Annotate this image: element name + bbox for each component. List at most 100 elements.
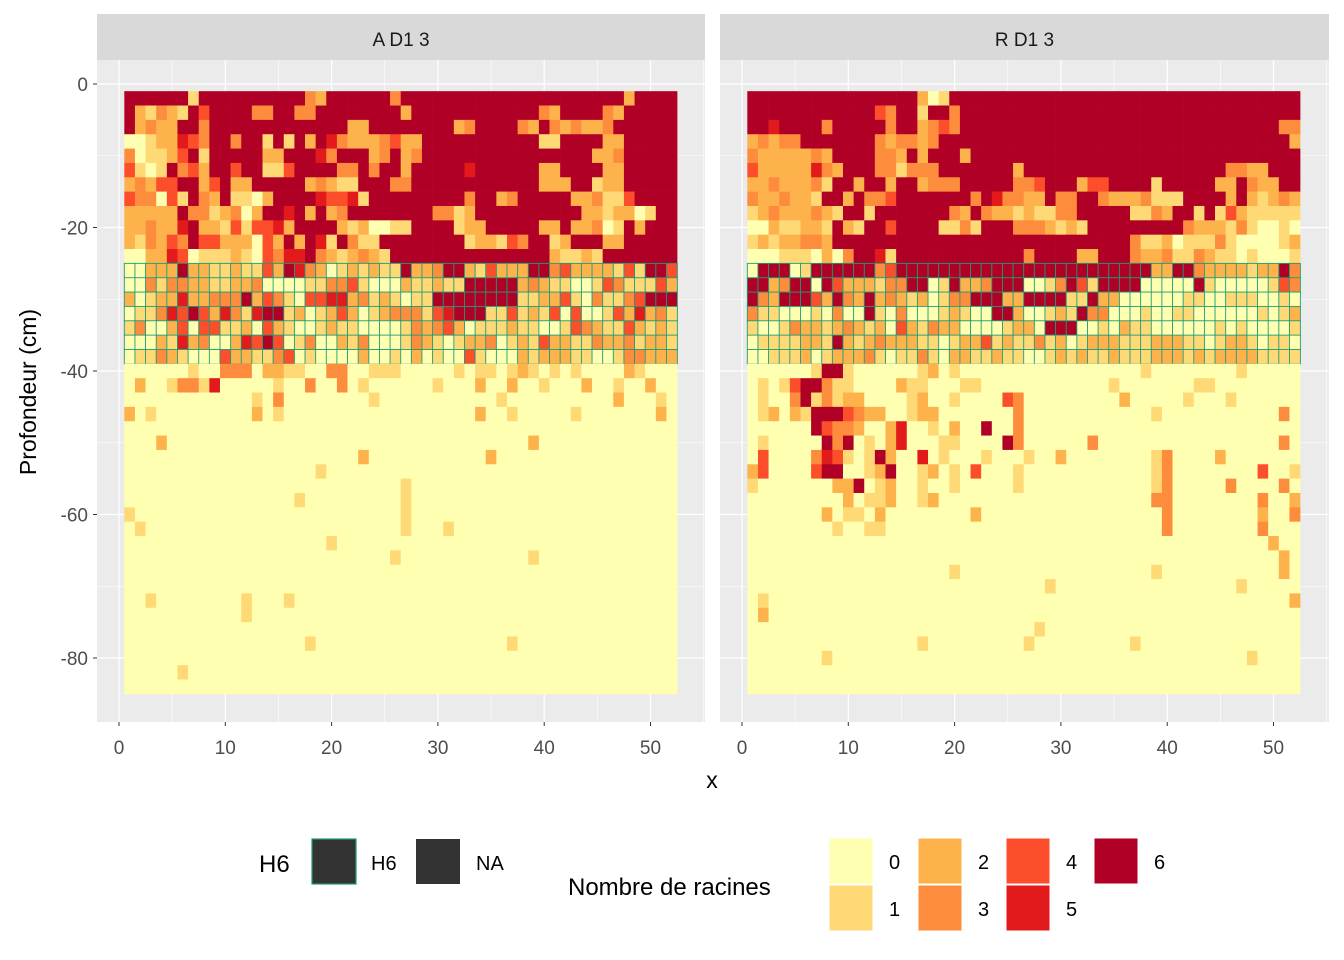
heatmap-cell (124, 492, 136, 508)
heatmap-cell (821, 392, 833, 408)
heatmap-cell (1225, 665, 1237, 680)
heatmap-cell (821, 378, 833, 393)
heatmap-cell (1278, 262, 1291, 279)
heatmap-cell (1023, 249, 1035, 264)
heatmap-cell (1289, 378, 1301, 393)
heatmap-cell (283, 579, 295, 594)
heatmap-cell (336, 579, 348, 594)
heatmap-cell (538, 421, 550, 436)
heatmap-cell (560, 564, 572, 580)
heatmap-cell (453, 550, 465, 566)
heatmap-cell (1034, 421, 1046, 436)
heatmap-cell (634, 349, 646, 365)
heatmap-cell (1002, 205, 1014, 221)
heatmap-cell (896, 378, 908, 393)
heatmap-cell (241, 607, 253, 623)
heatmap-cell (602, 521, 614, 537)
heatmap-cell (219, 564, 231, 580)
heatmap-cell (326, 91, 338, 106)
heatmap-cell (655, 134, 667, 149)
heatmap-cell (283, 536, 295, 551)
heatmap-cell (432, 435, 444, 451)
heatmap-cell (1151, 205, 1163, 221)
heatmap-cell (305, 679, 316, 695)
heatmap-cell (549, 636, 561, 652)
heatmap-cell (1172, 91, 1184, 106)
heatmap-cell (634, 234, 646, 250)
heatmap-cell (156, 220, 168, 235)
heatmap-cell (938, 650, 950, 666)
heatmap-cell (230, 291, 242, 308)
heatmap-cell (1268, 650, 1280, 666)
heatmap-cell (379, 406, 391, 422)
heatmap-cell (991, 665, 1003, 680)
heatmap-cell (1236, 521, 1248, 537)
heatmap-cell (1140, 650, 1152, 666)
heatmap-cell (789, 607, 801, 623)
heatmap-cell (219, 349, 232, 365)
heatmap-cell (1044, 119, 1056, 135)
heatmap-cell (938, 550, 950, 566)
heatmap-cell (528, 220, 540, 235)
heatmap-cell (896, 119, 908, 135)
heatmap-cell (853, 363, 865, 379)
heatmap-cell (842, 636, 854, 652)
heatmap-cell (230, 148, 242, 164)
heatmap-cell (1225, 134, 1237, 149)
heatmap-cell (623, 435, 635, 451)
heatmap-cell (166, 305, 179, 322)
heatmap-cell (842, 162, 854, 178)
heatmap-cell (453, 249, 465, 264)
heatmap-cell (1076, 478, 1088, 494)
heatmap-cell (1033, 349, 1046, 365)
heatmap-cell (1268, 665, 1280, 680)
heatmap-cell (443, 550, 455, 566)
heatmap-cell (262, 162, 274, 178)
heatmap-cell (283, 162, 295, 178)
heatmap-cell (549, 435, 561, 451)
heatmap-cell (166, 320, 179, 336)
heatmap-cell (219, 464, 231, 479)
heatmap-cell (613, 622, 625, 637)
heatmap-cell (156, 449, 168, 465)
heatmap-cell (304, 334, 317, 351)
heatmap-cell (528, 105, 540, 121)
heatmap-cell (315, 492, 327, 508)
heatmap-cell (623, 579, 635, 594)
heatmap-cell (1236, 392, 1248, 408)
heatmap-cell (273, 191, 285, 207)
heatmap-cell (134, 650, 146, 666)
heatmap-cell (757, 464, 769, 479)
heatmap-cell (315, 378, 327, 393)
heatmap-cell (938, 392, 950, 408)
heatmap-cell (768, 334, 780, 351)
heatmap-cell (1066, 521, 1078, 537)
heatmap-cell (1055, 636, 1067, 652)
heatmap-cell (305, 378, 316, 393)
heatmap-cell (1140, 320, 1153, 336)
heatmap-cell (1257, 305, 1269, 322)
heatmap-cell (506, 91, 518, 106)
heatmap-cell (810, 291, 823, 308)
heatmap-cell (747, 134, 759, 149)
heatmap-cell (443, 105, 455, 121)
heatmap-cell (1055, 593, 1067, 609)
heatmap-cell (917, 679, 929, 695)
heatmap-cell (623, 134, 635, 149)
heatmap-cell (1172, 262, 1184, 279)
heatmap-cell (1055, 550, 1067, 566)
heatmap-cell (400, 134, 412, 149)
heatmap-cell (811, 449, 823, 465)
heatmap-cell (421, 191, 433, 207)
heatmap-cell (959, 665, 971, 680)
heatmap-cell (896, 406, 908, 422)
heatmap-cell (1129, 406, 1141, 422)
heatmap-cell (949, 234, 961, 250)
heatmap-cell (1215, 679, 1226, 695)
heatmap-cell (294, 521, 306, 537)
heatmap-cell (134, 449, 146, 465)
heatmap-cell (400, 650, 412, 666)
heatmap-cell (379, 449, 391, 465)
heatmap-cell (443, 378, 455, 393)
heatmap-cell (1172, 392, 1184, 408)
